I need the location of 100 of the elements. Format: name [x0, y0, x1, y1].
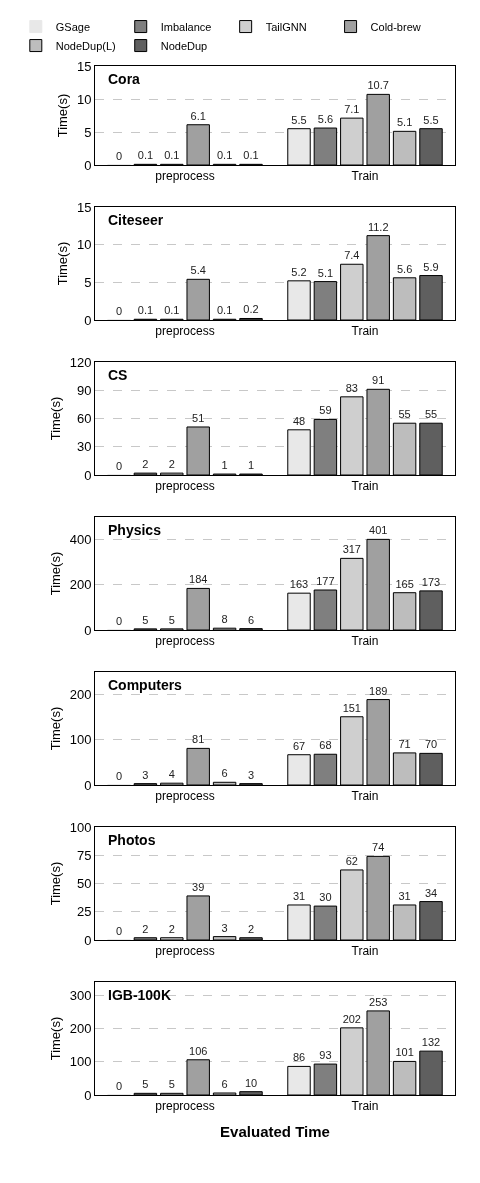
y-axis-title: Time(s)	[47, 1016, 63, 1061]
y-tick-label: 120	[69, 354, 92, 370]
y-tick-label: 100	[69, 1054, 92, 1070]
data-label: 5.4	[190, 264, 206, 277]
chart-title: Photos	[108, 832, 156, 848]
data-label: 101	[395, 1046, 414, 1059]
y-tick-label: 0	[84, 932, 92, 948]
y-tick-label: 300	[69, 987, 92, 1003]
data-label: 2	[168, 458, 175, 471]
data-label: 5	[142, 613, 149, 626]
data-label: 6	[221, 767, 228, 780]
data-label: 401	[369, 524, 388, 537]
data-label: 1	[247, 459, 255, 472]
data-label: 55	[398, 408, 411, 421]
data-label: 68	[319, 739, 332, 752]
x-tick-label: Train	[351, 944, 379, 959]
data-label: 93	[319, 1049, 332, 1062]
x-tick-label: preprocess	[155, 944, 215, 959]
data-label: 202	[342, 1012, 361, 1025]
data-label: 5	[142, 1078, 149, 1091]
data-label: 67	[292, 739, 306, 752]
data-label: 151	[342, 701, 361, 714]
y-tick-label: 200	[69, 687, 92, 703]
data-label: 74	[372, 841, 385, 854]
data-label: 163	[289, 578, 309, 591]
data-label: 0.1	[216, 149, 233, 162]
x-tick-label: preprocess	[155, 169, 215, 184]
data-label: 0	[115, 460, 123, 472]
y-tick-label: 0	[84, 467, 92, 483]
y-tick-label: 0	[84, 312, 92, 328]
data-label: 177	[316, 575, 335, 587]
data-label: 7.4	[344, 249, 360, 262]
data-label: 7.1	[344, 103, 360, 116]
data-label: 173	[421, 575, 441, 588]
data-label: 5.5	[291, 113, 307, 126]
data-label: 0.1	[164, 304, 180, 317]
x-tick-label: preprocess	[155, 324, 215, 339]
y-axis-title: Time(s)	[54, 93, 70, 138]
y-tick-label: 10	[76, 91, 92, 107]
x-tick-label: preprocess	[155, 634, 215, 649]
legend-label: NodeDup(L)	[55, 39, 116, 52]
data-label: 5.2	[291, 265, 307, 278]
y-axis-title: Time(s)	[47, 551, 63, 596]
data-label: 106	[189, 1044, 208, 1057]
data-label: 59	[319, 404, 332, 417]
y-axis-title: Time(s)	[47, 861, 63, 906]
data-label: 0.1	[137, 304, 154, 317]
data-label: 62	[345, 854, 358, 867]
chart-title: Citeseer	[108, 212, 164, 228]
x-tick-label: Train	[351, 634, 379, 649]
data-label: 2	[168, 922, 175, 935]
data-label: 55	[424, 408, 438, 421]
data-label: 0	[115, 615, 123, 627]
data-label: 6	[221, 1078, 228, 1091]
x-tick-label: Train	[351, 479, 379, 494]
y-axis-title: Time(s)	[47, 706, 63, 751]
data-label: 31	[398, 889, 411, 902]
y-tick-label: 60	[76, 411, 92, 427]
legend-label: NodeDup	[160, 39, 208, 52]
data-label: 0	[115, 925, 123, 937]
legend-label: Cold-brew	[370, 20, 421, 33]
data-label: 5.9	[423, 260, 439, 273]
data-label: 0.1	[164, 149, 180, 162]
data-label: 3	[247, 768, 255, 781]
y-tick-label: 25	[76, 904, 92, 920]
data-label: 132	[421, 1036, 441, 1049]
data-label: 91	[372, 374, 385, 387]
x-tick-label: preprocess	[155, 1099, 215, 1114]
y-tick-label: 15	[76, 58, 92, 74]
data-label: 2	[247, 922, 255, 935]
x-tick-label: Train	[351, 324, 379, 339]
data-label: 5.5	[423, 113, 439, 126]
y-tick-label: 10	[76, 237, 92, 253]
data-label: 31	[292, 889, 306, 902]
y-tick-label: 400	[69, 532, 92, 548]
data-label: 3	[142, 768, 149, 781]
data-label: 165	[395, 577, 414, 590]
data-label: 5.1	[317, 266, 334, 279]
data-label: 317	[342, 543, 361, 556]
data-label: 2	[142, 922, 149, 935]
data-label: 83	[345, 381, 358, 394]
x-tick-label: preprocess	[155, 789, 215, 804]
data-label: 0	[115, 150, 123, 162]
x-tick-label: Train	[351, 1099, 379, 1114]
y-tick-label: 100	[69, 819, 92, 835]
legend-label: TailGNN	[265, 20, 307, 33]
data-label: 81	[192, 733, 205, 746]
data-label: 5.6	[396, 262, 413, 275]
data-label: 10.7	[367, 79, 389, 92]
data-label: 1	[221, 459, 228, 472]
x-tick-label: preprocess	[155, 479, 215, 494]
data-label: 30	[319, 891, 332, 904]
y-tick-label: 15	[76, 199, 92, 215]
data-label: 5	[168, 613, 175, 626]
y-tick-label: 0	[84, 622, 92, 638]
data-label: 8	[221, 613, 228, 626]
chart-title: CS	[108, 367, 128, 383]
data-label: 0	[115, 1080, 123, 1092]
chart-title: Computers	[108, 677, 183, 693]
data-label: 70	[424, 738, 438, 751]
